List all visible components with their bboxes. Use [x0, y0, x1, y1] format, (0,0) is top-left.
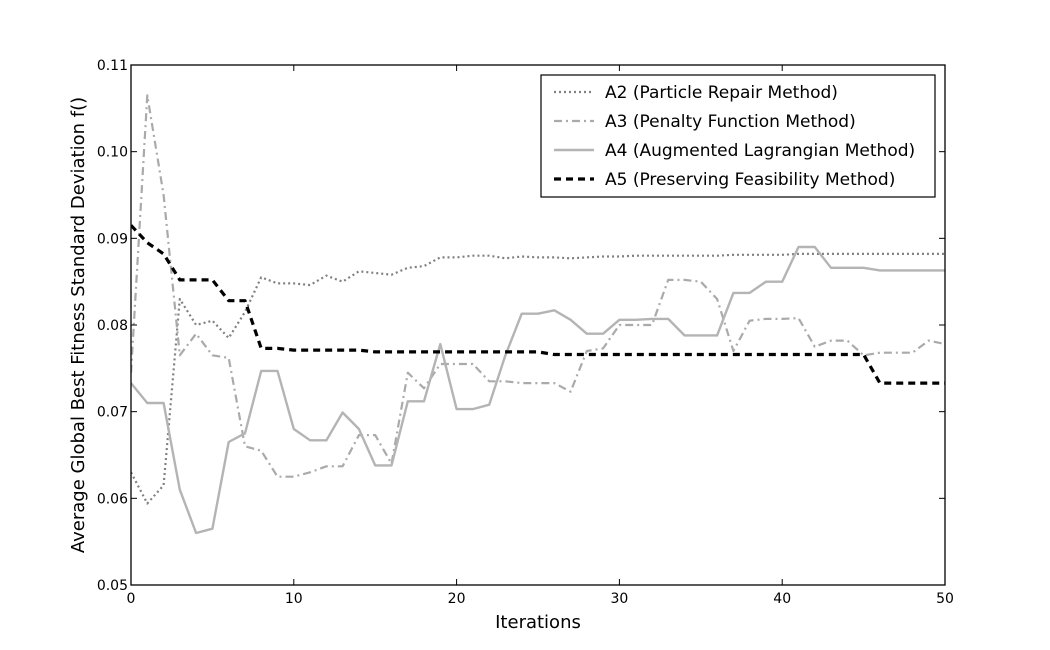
series-layer: [131, 94, 945, 535]
y-axis-label: Average Global Best Fitness Standard Dev…: [68, 97, 89, 553]
x-tick-label: 50: [936, 591, 954, 607]
x-tick-label: 0: [127, 591, 136, 607]
y-tick-label: 0.08: [97, 318, 128, 334]
x-axis-label: Iterations: [495, 612, 581, 633]
y-tick-label: 0.07: [97, 405, 128, 421]
y-tick-label: 0.05: [97, 578, 128, 594]
x-tick-label: 40: [773, 591, 791, 607]
x-tick-label: 20: [448, 591, 466, 607]
y-tick-label: 0.10: [97, 145, 128, 161]
y-tick-label: 0.06: [97, 491, 128, 507]
legend-label: A2 (Particle Repair Method): [605, 83, 838, 103]
series-line-5: [131, 224, 945, 385]
axis-ticks: 0 10 20 30 40 50 0.05 0.06 0.07 0.08 0.09 0.10 0.11: [97, 58, 954, 607]
series-line-3: [131, 94, 945, 478]
legend-label: A5 (Preserving Feasibility Method): [605, 170, 895, 190]
series-line-4: [131, 245, 945, 535]
x-tick-label: 30: [610, 591, 628, 607]
legend-box: [540, 74, 936, 198]
y-tick-label: 0.11: [97, 58, 128, 74]
legend-label: A3 (Penalty Function Method): [605, 112, 856, 132]
legend-label: A4 (Augmented Lagrangian Method): [605, 141, 915, 161]
series-line-2: [131, 252, 945, 505]
legend: A2 (Particle Repair Method) A3 (Penalty F…: [540, 74, 936, 198]
x-tick-label: 10: [285, 591, 303, 607]
y-tick-label: 0.09: [97, 231, 128, 247]
